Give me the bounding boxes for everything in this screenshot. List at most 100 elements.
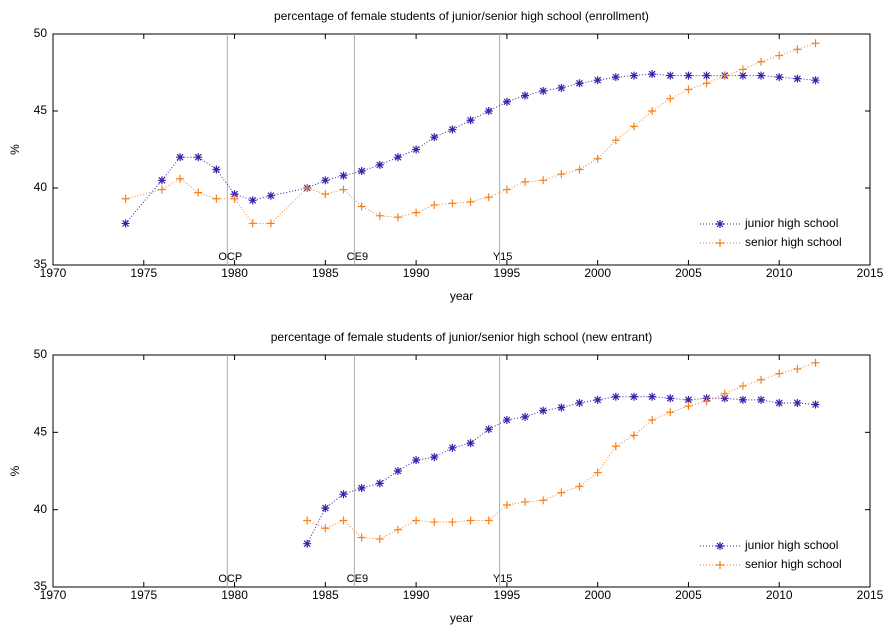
data-point <box>339 171 348 180</box>
data-point <box>648 107 657 115</box>
data-point <box>738 71 747 80</box>
data-point <box>375 160 384 169</box>
y-axis-label: % <box>8 465 22 476</box>
event-label: Y15 <box>493 251 513 263</box>
x-tick-label: 1985 <box>312 588 339 602</box>
data-point <box>811 400 820 409</box>
data-point <box>811 358 820 367</box>
data-point <box>321 176 330 185</box>
data-point <box>157 185 166 194</box>
data-point <box>448 443 457 452</box>
data-point <box>666 408 675 417</box>
data-point <box>775 398 784 407</box>
data-point <box>611 392 620 401</box>
data-point <box>575 165 584 174</box>
legend-marker <box>716 239 724 247</box>
data-point <box>230 194 239 203</box>
data-point <box>757 375 766 384</box>
data-point <box>557 83 566 92</box>
data-point <box>121 219 130 228</box>
data-point <box>502 501 511 510</box>
data-point <box>466 439 475 448</box>
data-point <box>248 196 257 205</box>
y-tick-label: 35 <box>34 579 48 593</box>
data-point <box>375 211 384 220</box>
data-point <box>393 213 402 222</box>
x-tick-label: 1980 <box>221 266 248 280</box>
x-tick-label: 2000 <box>584 266 611 280</box>
x-tick-label: 1995 <box>494 588 521 602</box>
x-tick-label: 2010 <box>766 588 793 602</box>
data-point <box>775 73 784 82</box>
data-point <box>393 153 402 162</box>
data-point <box>702 79 711 88</box>
data-point <box>448 518 457 527</box>
data-point <box>521 91 530 100</box>
x-tick-label: 2005 <box>675 266 702 280</box>
axes-box <box>52 354 871 588</box>
data-point <box>466 197 475 206</box>
data-point <box>321 504 330 513</box>
y-tick-label: 40 <box>34 180 48 194</box>
data-point <box>357 533 366 542</box>
data-point <box>738 395 747 404</box>
data-point <box>539 86 548 95</box>
data-point <box>430 518 439 527</box>
data-point <box>720 71 729 80</box>
chart-title: percentage of female students of junior/… <box>271 330 653 344</box>
data-point <box>502 185 511 194</box>
data-point <box>357 484 366 493</box>
x-tick-label: 1985 <box>312 266 339 280</box>
data-point <box>430 453 439 462</box>
data-point <box>321 190 330 199</box>
data-point <box>412 208 421 217</box>
data-point <box>448 125 457 134</box>
legend-label: junior high school <box>744 216 838 230</box>
data-point <box>521 412 530 421</box>
data-point <box>176 174 185 183</box>
data-point <box>720 389 729 398</box>
legend-marker <box>716 561 724 569</box>
event-label: OCP <box>218 251 242 263</box>
data-point <box>666 71 675 80</box>
data-point <box>448 199 457 208</box>
data-point <box>393 525 402 534</box>
data-point <box>666 394 675 403</box>
data-point <box>375 479 384 488</box>
data-point <box>412 456 421 465</box>
data-point <box>684 85 693 94</box>
x-tick-label: 2010 <box>766 266 793 280</box>
data-point <box>375 535 384 544</box>
data-point <box>811 39 820 48</box>
data-point <box>339 185 348 194</box>
data-point <box>738 381 747 390</box>
x-tick-label: 1970 <box>40 588 67 602</box>
data-point <box>557 403 566 412</box>
series-line <box>306 362 816 540</box>
series-line <box>306 396 816 544</box>
data-point <box>484 193 493 202</box>
data-point <box>248 219 257 228</box>
data-point <box>648 70 657 79</box>
data-point <box>194 153 203 162</box>
data-point <box>121 194 130 203</box>
data-point <box>611 136 620 145</box>
data-point <box>629 122 638 131</box>
data-point <box>266 191 275 200</box>
data-point <box>502 415 511 424</box>
data-point <box>339 490 348 499</box>
data-point <box>430 200 439 209</box>
data-point <box>521 177 530 186</box>
data-point <box>393 467 402 475</box>
event-label: Y15 <box>493 573 513 585</box>
x-tick-label: 2005 <box>675 588 702 602</box>
series-line <box>125 42 816 224</box>
y-tick-label: 40 <box>34 502 48 516</box>
data-point <box>212 194 221 203</box>
y-tick-label: 45 <box>34 103 48 117</box>
x-tick-label: 1970 <box>40 266 67 280</box>
data-point <box>648 415 657 424</box>
data-point <box>575 79 584 88</box>
y-tick-label: 45 <box>34 425 48 439</box>
data-point <box>484 425 493 434</box>
